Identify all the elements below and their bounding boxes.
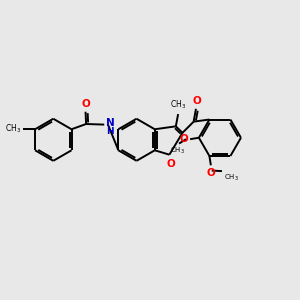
Text: CH$_3$: CH$_3$ xyxy=(170,146,185,156)
Text: O: O xyxy=(206,168,215,178)
Text: O: O xyxy=(192,96,201,106)
Text: O: O xyxy=(167,159,175,169)
Text: O: O xyxy=(82,99,91,109)
Text: CH$_3$: CH$_3$ xyxy=(5,122,22,135)
Text: CH$_3$: CH$_3$ xyxy=(224,173,239,183)
Text: CH$_3$: CH$_3$ xyxy=(170,99,186,111)
Text: H: H xyxy=(106,127,113,136)
Text: O: O xyxy=(180,134,188,144)
Text: N: N xyxy=(106,118,114,128)
